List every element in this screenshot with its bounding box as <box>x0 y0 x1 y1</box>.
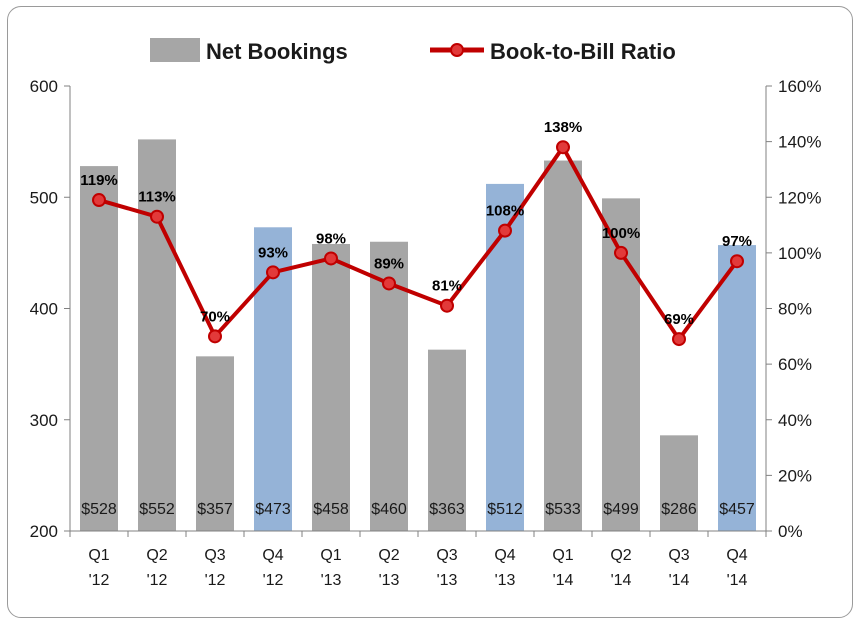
x-tick-label-quarter: Q1 <box>552 547 573 564</box>
ratio-value-label: 70% <box>200 308 230 325</box>
y-right-tick-label: 20% <box>778 466 812 485</box>
axes: 200 300 400 500 600 0% 20% 40% 60% 80% 100% 120% 140… <box>30 77 822 589</box>
bar-net-bookings <box>196 356 234 531</box>
x-tick-label-quarter: Q2 <box>146 547 167 564</box>
x-tick-label-quarter: Q3 <box>668 547 689 564</box>
bar-value-label: $458 <box>313 501 349 518</box>
x-tick-label-year: '13 <box>321 572 342 589</box>
x-tick-label-quarter: Q1 <box>320 547 341 564</box>
y-left-tick-label: 300 <box>30 411 58 430</box>
bar-net-bookings <box>138 139 176 531</box>
x-tick-label-year: '13 <box>437 572 458 589</box>
x-tick-label-year: '12 <box>205 572 226 589</box>
bar-value-label: $499 <box>603 501 639 518</box>
x-tick-label-year: '12 <box>89 572 110 589</box>
legend-swatch-book-to-bill-marker <box>450 43 464 57</box>
bar-net-bookings <box>544 160 582 531</box>
bar-net-bookings <box>312 243 350 531</box>
y-right-tick-label: 160% <box>778 77 821 96</box>
ratio-value-label: 100% <box>602 225 640 242</box>
bar-value-label: $286 <box>661 501 697 518</box>
bar-net-bookings <box>660 435 698 531</box>
ratio-point <box>730 254 744 269</box>
bar-net-bookings <box>80 166 118 531</box>
ratio-point <box>440 298 454 313</box>
ratio-line-series <box>92 140 744 347</box>
ratio-point <box>556 140 570 155</box>
ratio-value-label: 97% <box>722 233 752 250</box>
bar-value-label: $460 <box>371 501 407 518</box>
ratio-point <box>382 276 396 291</box>
x-tick-label-quarter: Q2 <box>610 547 631 564</box>
bar-value-label: $457 <box>719 501 755 518</box>
x-tick-label-year: '14 <box>611 572 632 589</box>
ratio-value-label: 138% <box>544 119 582 136</box>
ratio-point <box>208 329 222 344</box>
y-right-tick-label: 60% <box>778 355 812 374</box>
x-tick-label-year: '13 <box>379 572 400 589</box>
x-tick-label-quarter: Q4 <box>494 547 515 564</box>
x-tick-label-year: '14 <box>553 572 574 589</box>
y-left-tick-label: 400 <box>30 300 58 319</box>
x-tick-label-year: '14 <box>727 572 748 589</box>
ratio-value-label: 69% <box>664 311 694 328</box>
bar-value-label: $363 <box>429 501 465 518</box>
ratio-value-label: 93% <box>258 244 288 261</box>
ratio-point <box>324 251 338 266</box>
bar-value-label: $473 <box>255 501 291 518</box>
x-tick-label-year: '13 <box>495 572 516 589</box>
legend: Net Bookings Book-to-Bill Ratio <box>150 38 676 64</box>
legend-label-book-to-bill: Book-to-Bill Ratio <box>490 39 676 64</box>
ratio-value-label: 98% <box>316 230 346 247</box>
ratio-point <box>672 332 686 347</box>
ratio-point <box>498 223 512 238</box>
y-left-tick-label: 200 <box>30 522 58 541</box>
ratio-line <box>98 145 739 342</box>
y-right-tick-label: 140% <box>778 133 821 152</box>
bar-value-label: $512 <box>487 501 523 518</box>
bar-net-bookings <box>486 183 524 531</box>
x-tick-label-quarter: Q4 <box>262 547 283 564</box>
x-tick-label-quarter: Q1 <box>88 547 109 564</box>
ratio-value-label: 108% <box>486 203 524 220</box>
bar-net-bookings <box>428 349 466 531</box>
x-tick-label-quarter: Q3 <box>204 547 225 564</box>
ratio-point <box>614 245 628 260</box>
bar-value-label: $533 <box>545 501 581 518</box>
x-tick-label-year: '12 <box>263 572 284 589</box>
y-left-tick-label: 600 <box>30 77 58 96</box>
bar-value-label: $528 <box>81 501 117 518</box>
ratio-point <box>92 193 106 208</box>
x-tick-label-year: '12 <box>147 572 168 589</box>
y-right-tick-label: 0% <box>778 522 803 541</box>
bar-value-label: $357 <box>197 501 233 518</box>
bar-net-bookings <box>718 245 756 531</box>
x-tick-label-quarter: Q2 <box>378 547 399 564</box>
bars <box>80 139 756 532</box>
y-right-tick-label: 120% <box>778 188 821 207</box>
y-left-tick-label: 500 <box>30 188 58 207</box>
data-labels: $528 $552 $357 $473 $458 $460 $363 $512 $533 $499… <box>80 119 755 518</box>
ratio-value-label: 81% <box>432 278 462 295</box>
y-right-tick-label: 40% <box>778 411 812 430</box>
legend-swatch-net-bookings <box>150 38 200 62</box>
x-tick-label-year: '14 <box>669 572 690 589</box>
x-tick-label-quarter: Q4 <box>726 547 747 564</box>
bar-value-label: $552 <box>139 501 175 518</box>
y-right-tick-label: 100% <box>778 244 821 263</box>
x-tick-label-quarter: Q3 <box>436 547 457 564</box>
ratio-point <box>150 209 164 224</box>
ratio-value-label: 113% <box>138 189 176 206</box>
ratio-point <box>266 265 280 280</box>
ratio-value-label: 119% <box>80 172 118 189</box>
y-right-tick-label: 80% <box>778 300 812 319</box>
ratio-value-label: 89% <box>374 255 404 272</box>
legend-label-net-bookings: Net Bookings <box>206 39 348 64</box>
